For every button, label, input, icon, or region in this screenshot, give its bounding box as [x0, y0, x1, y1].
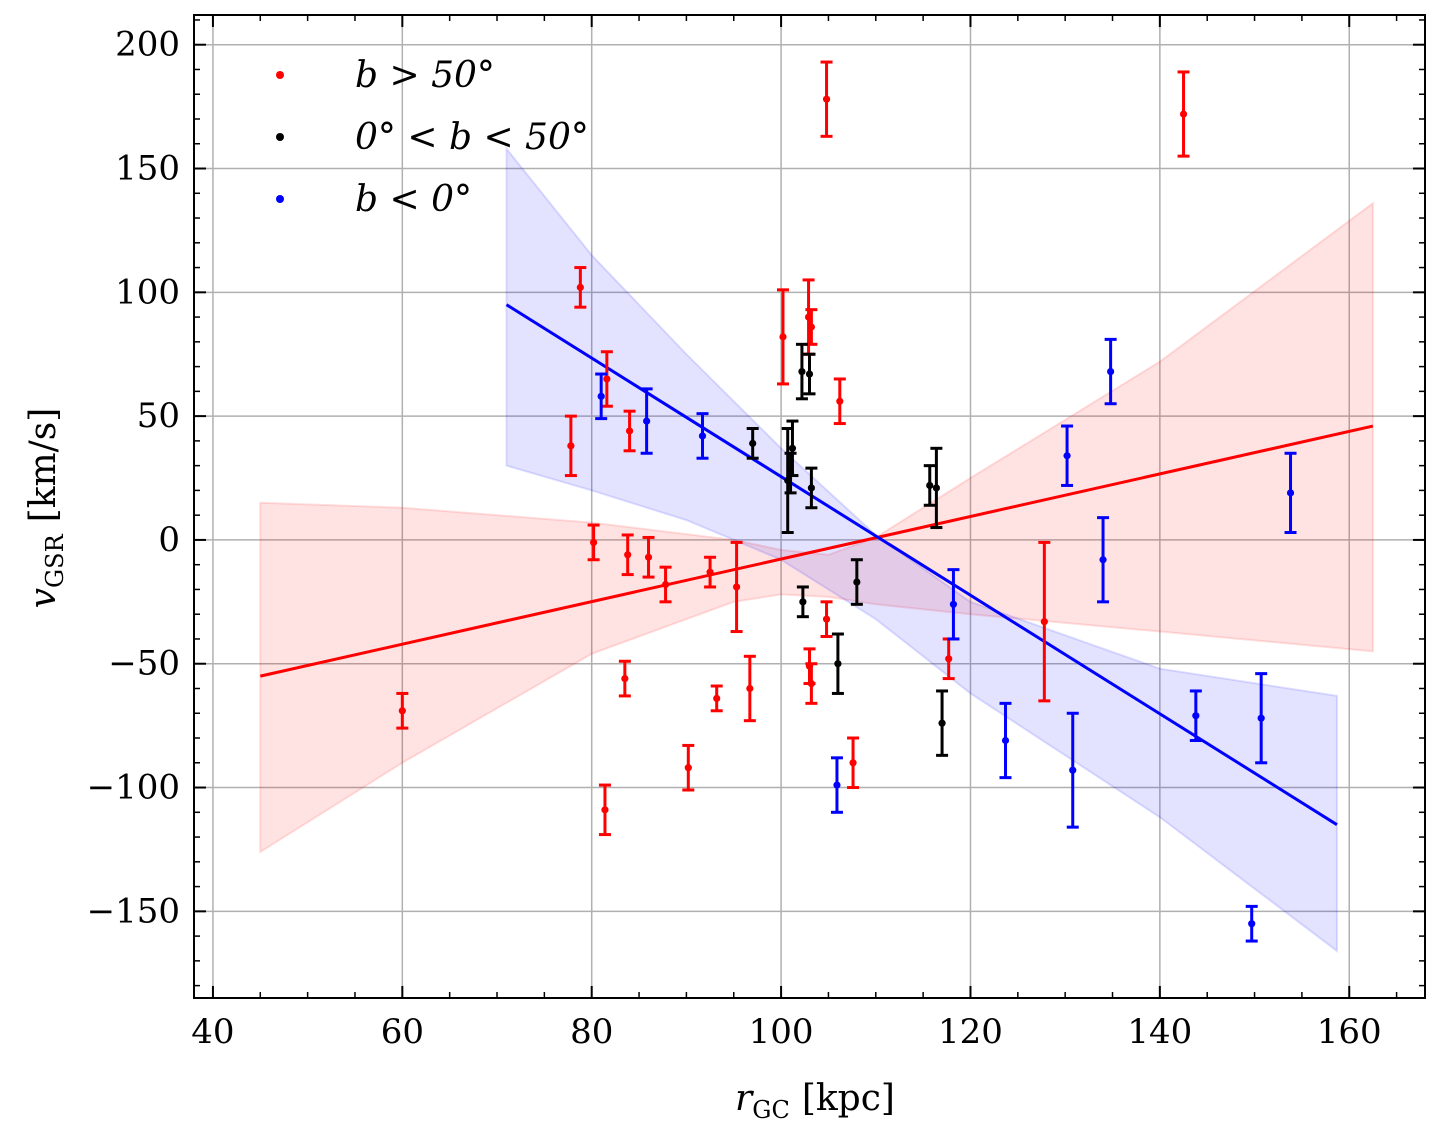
data-point	[684, 764, 692, 772]
legend-label: 0° < b < 50°	[355, 117, 589, 158]
data-point	[1069, 766, 1077, 774]
y-tick-label: 100	[115, 272, 180, 312]
data-point	[932, 484, 940, 492]
confidence-band	[259, 201, 1374, 854]
data-point	[621, 674, 629, 683]
data-point	[624, 551, 632, 559]
data-point	[1063, 452, 1071, 460]
data-point	[836, 397, 844, 405]
data-point	[644, 553, 653, 561]
data-point	[822, 615, 831, 623]
fit-lines	[259, 303, 1374, 826]
series-group	[396, 60, 1190, 837]
data-point	[590, 538, 598, 547]
confidence-bands	[259, 145, 1374, 953]
data-point	[807, 484, 815, 492]
data-point	[779, 333, 787, 341]
x-tick-label: 40	[191, 1012, 234, 1052]
data-point	[1192, 712, 1200, 720]
y-tick-label: 50	[137, 396, 180, 436]
data-point	[643, 417, 651, 425]
fit-line	[505, 303, 1338, 826]
data-point	[849, 759, 857, 767]
data-point	[625, 427, 634, 435]
data-point	[807, 679, 815, 688]
y-tick-label: −100	[87, 768, 180, 808]
data-point	[798, 367, 806, 376]
data-point	[822, 95, 831, 103]
data-point	[1179, 110, 1188, 118]
data-point	[807, 323, 815, 331]
y-axis-label: vGSR[km/s]	[23, 408, 69, 609]
y-tick-label: −50	[108, 644, 180, 684]
series-group	[595, 337, 1297, 943]
y-tick-label: 0	[158, 520, 180, 560]
data-point	[746, 684, 754, 693]
legend-marker	[276, 133, 284, 141]
data-point	[1107, 367, 1115, 376]
legend-label: b > 50°	[355, 55, 495, 96]
data-point	[567, 442, 575, 450]
axis-ticks	[194, 15, 1425, 998]
data-point	[833, 781, 841, 789]
data-point	[938, 719, 946, 727]
data-point	[706, 568, 714, 576]
data-point	[1001, 736, 1010, 745]
x-tick-label: 140	[1127, 1012, 1192, 1052]
data-point	[661, 580, 670, 589]
data-point	[732, 583, 741, 591]
data-point	[788, 444, 797, 452]
data-point	[853, 578, 861, 586]
legend-label: b < 0°	[355, 179, 472, 220]
x-tick-label: 100	[749, 1012, 814, 1052]
data-point	[713, 694, 721, 702]
data-point	[603, 375, 611, 383]
data-point	[945, 655, 953, 663]
data-point	[1099, 556, 1107, 564]
data-point	[949, 600, 958, 608]
fit-line	[259, 424, 1374, 678]
tick-labels: 40 60 80 100 120 140 160 −150 −100 −50 0 50 100 150 20…	[87, 25, 1382, 1052]
legend-marker	[276, 71, 284, 79]
data-point	[834, 660, 842, 668]
legend: b > 50° 0° < b < 50° b < 0°	[276, 55, 589, 220]
data-point	[749, 439, 757, 447]
y-tick-label: 200	[115, 25, 180, 65]
data-point	[1040, 618, 1048, 626]
data-point	[805, 370, 814, 378]
y-tick-label: 150	[115, 149, 180, 189]
data-points	[396, 60, 1297, 943]
y-tick-label: −150	[87, 891, 180, 931]
x-tick-label: 120	[938, 1012, 1003, 1052]
data-point	[1257, 714, 1265, 722]
data-point	[1286, 489, 1295, 497]
data-point	[1248, 920, 1256, 928]
plot-frame	[193, 14, 1426, 999]
legend-marker	[276, 195, 284, 203]
data-point	[799, 598, 807, 606]
data-point	[398, 707, 406, 715]
data-point	[601, 806, 609, 814]
data-point	[698, 432, 707, 440]
x-tick-label: 80	[570, 1012, 613, 1052]
data-point	[597, 392, 605, 400]
data-point	[576, 283, 584, 291]
x-tick-label: 60	[381, 1012, 424, 1052]
x-tick-label: 160	[1317, 1012, 1382, 1052]
confidence-band	[505, 145, 1338, 953]
data-point	[926, 481, 934, 490]
series-group	[746, 342, 949, 757]
x-axis-label: rGC [kpc]	[735, 1078, 895, 1124]
